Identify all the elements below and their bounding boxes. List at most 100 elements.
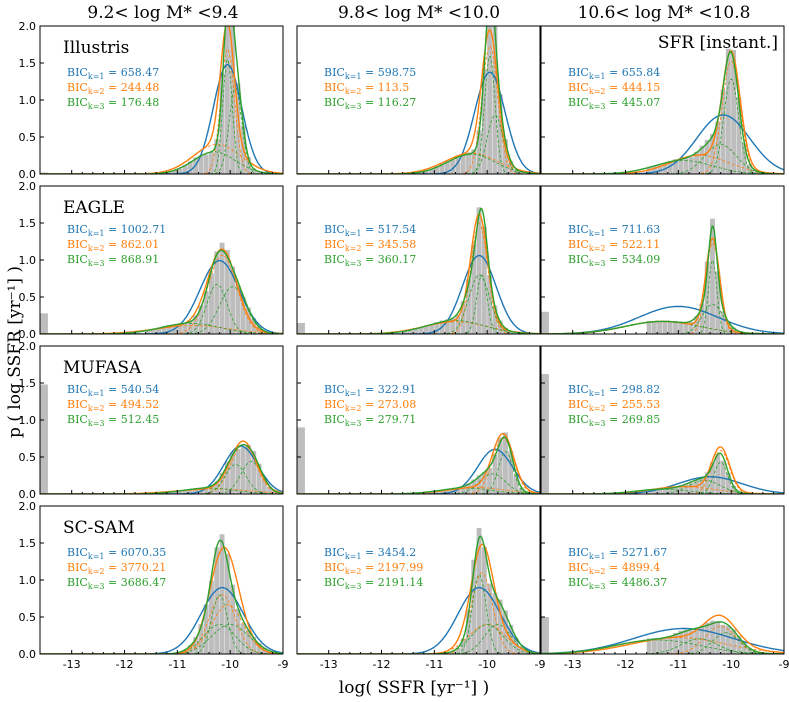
x-tick-label: -13 bbox=[320, 658, 338, 671]
bic-label: BICk=2 = 494.52 bbox=[67, 398, 159, 413]
k2-component-0 bbox=[40, 254, 283, 334]
histogram-bar bbox=[651, 321, 657, 334]
k3-fit-curve bbox=[297, 535, 540, 654]
histogram-bar bbox=[699, 477, 705, 494]
bic-label: BICk=1 = 298.82 bbox=[568, 383, 660, 398]
histogram-bar bbox=[224, 553, 230, 654]
bic-label: BICk=2 = 3770.21 bbox=[67, 561, 166, 576]
bic-label: BICk=3 = 116.27 bbox=[324, 96, 416, 111]
x-tick-label: -9 bbox=[278, 658, 289, 671]
x-tick-label: -12 bbox=[116, 658, 134, 671]
histogram-bar bbox=[683, 322, 689, 334]
histogram-bar bbox=[460, 486, 466, 494]
y-tick-label: 0.0 bbox=[19, 328, 37, 341]
y-tick-label: 1.5 bbox=[19, 377, 37, 390]
bic-label: BICk=3 = 445.07 bbox=[568, 96, 660, 111]
zero-sfr-bar bbox=[541, 374, 549, 494]
histogram-bar bbox=[752, 169, 758, 174]
bic-label: BICk=2 = 113.5 bbox=[324, 81, 409, 96]
histogram-bar bbox=[651, 638, 657, 654]
histogram-bar bbox=[715, 121, 721, 174]
histogram-bar bbox=[267, 487, 273, 494]
histogram-bar bbox=[678, 158, 684, 174]
histogram-bar bbox=[423, 171, 429, 174]
y-tick-label: 2.0 bbox=[19, 20, 37, 33]
column-title-1: 9.2< log M* <9.4 bbox=[87, 3, 238, 23]
histogram-bar bbox=[434, 490, 440, 494]
k2-component-0 bbox=[297, 572, 540, 654]
histogram-bar bbox=[651, 489, 657, 494]
x-tick-label: -10 bbox=[478, 658, 496, 671]
histogram-bar bbox=[240, 623, 246, 654]
k3-component-0 bbox=[297, 56, 540, 174]
k1-fit-curve bbox=[297, 254, 540, 334]
histogram-bar bbox=[699, 303, 705, 334]
k3-component-0 bbox=[297, 451, 540, 494]
histogram-bar bbox=[471, 149, 477, 174]
histogram-bar bbox=[731, 629, 737, 654]
bic-label: BICk=2 = 522.11 bbox=[568, 238, 660, 253]
histogram-bar bbox=[246, 629, 251, 654]
k2-fit-curve bbox=[297, 543, 540, 654]
histogram-bar bbox=[662, 639, 668, 654]
histogram-bar bbox=[413, 328, 419, 334]
y-tick-label: 0.5 bbox=[19, 291, 37, 304]
histogram-bar bbox=[230, 26, 236, 174]
row-label: Illustris bbox=[63, 38, 129, 58]
histogram-bar bbox=[704, 622, 710, 654]
histogram-bar bbox=[518, 645, 524, 654]
histogram-bar bbox=[203, 604, 209, 654]
histogram-bar bbox=[230, 266, 236, 334]
zero-sfr-bar bbox=[40, 384, 48, 494]
histogram-bar bbox=[209, 273, 214, 334]
y-axis-label: p ( log SSFR [yr⁻¹] ) bbox=[5, 266, 25, 438]
histogram-bar bbox=[518, 171, 524, 174]
histogram-bar bbox=[193, 488, 199, 494]
histogram-bar bbox=[736, 97, 742, 174]
histogram-bar bbox=[747, 648, 752, 654]
histogram-bar bbox=[224, 461, 230, 494]
histogram-bar bbox=[407, 329, 413, 334]
bic-label: BICk=3 = 512.45 bbox=[67, 413, 159, 428]
histogram-bar bbox=[694, 151, 700, 174]
histogram-bar bbox=[476, 207, 482, 334]
k3-fit-curve bbox=[541, 452, 784, 494]
y-tick-label: 1.0 bbox=[19, 574, 37, 587]
histogram-bar bbox=[476, 130, 482, 174]
histogram-bar bbox=[193, 637, 199, 654]
bic-label: BICk=2 = 345.58 bbox=[324, 238, 416, 253]
histogram-bar bbox=[720, 311, 726, 334]
histogram-bar bbox=[177, 324, 183, 334]
x-tick-label: -13 bbox=[63, 658, 81, 671]
histogram-bar bbox=[757, 172, 763, 174]
histogram-bar bbox=[673, 159, 678, 174]
histogram-bar bbox=[187, 645, 193, 654]
k1-fit-curve bbox=[297, 448, 540, 494]
histogram-bar bbox=[508, 450, 514, 494]
histogram-bar bbox=[497, 437, 503, 494]
histogram-bar bbox=[402, 330, 408, 334]
histogram-bar bbox=[444, 488, 450, 494]
histogram-bar bbox=[455, 314, 461, 334]
histogram-bar bbox=[429, 491, 434, 494]
y-tick-label: 2.0 bbox=[19, 340, 37, 353]
x-tick-label: -9 bbox=[535, 658, 546, 671]
k1-fit-curve bbox=[40, 586, 283, 654]
histogram-bar bbox=[203, 290, 209, 334]
histogram-bar bbox=[710, 133, 715, 174]
histogram-bar bbox=[513, 637, 519, 654]
histogram-bar bbox=[256, 463, 262, 494]
histogram-bar bbox=[667, 636, 673, 654]
y-tick-label: 0.5 bbox=[19, 451, 37, 464]
k2-component-0 bbox=[297, 437, 540, 494]
histogram-bar bbox=[460, 301, 466, 334]
histogram-bar bbox=[166, 171, 172, 174]
bic-label: BICk=2 = 2197.99 bbox=[324, 561, 423, 576]
